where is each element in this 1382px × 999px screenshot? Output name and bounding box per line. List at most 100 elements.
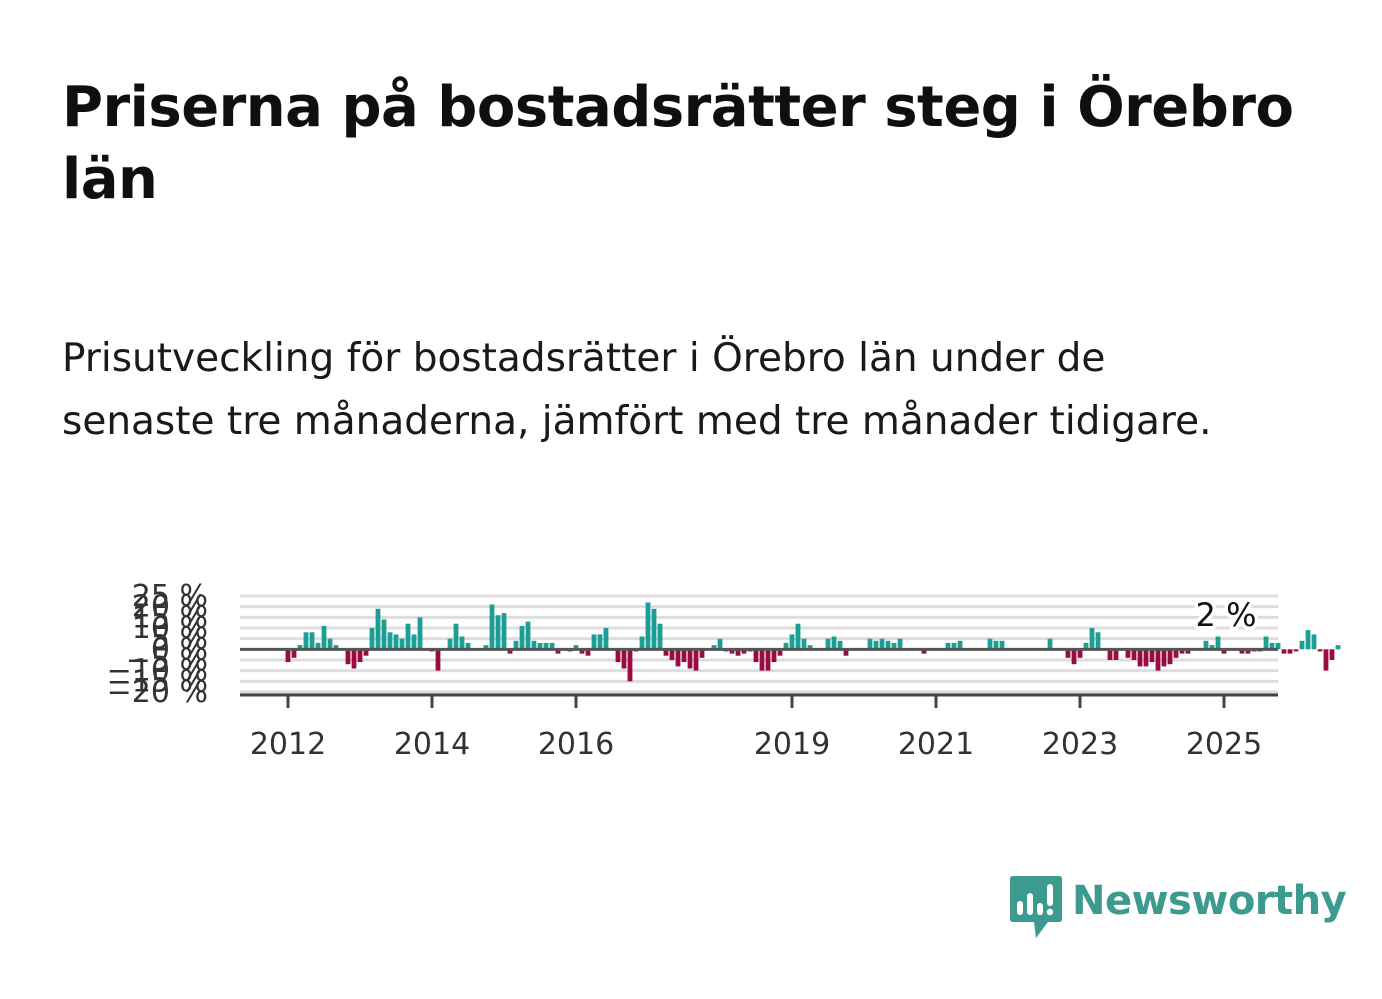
bar <box>717 638 723 650</box>
bar <box>417 617 423 650</box>
bar <box>663 649 669 656</box>
bar <box>1089 628 1095 650</box>
bar <box>1107 649 1113 660</box>
bar <box>1161 649 1167 667</box>
bar <box>1113 649 1119 660</box>
bar <box>1221 649 1227 654</box>
bar <box>1179 649 1185 654</box>
bar <box>435 649 441 671</box>
bars <box>285 602 1341 682</box>
bar <box>837 640 843 650</box>
bar <box>693 649 699 671</box>
bar <box>879 638 885 650</box>
bar <box>285 649 291 663</box>
bar <box>885 640 891 650</box>
bar <box>351 649 357 669</box>
bar <box>897 638 903 650</box>
bar <box>405 623 411 650</box>
bar <box>381 619 387 650</box>
bar <box>291 649 297 658</box>
y-tick-label: −10 % <box>107 654 208 689</box>
bar <box>921 649 927 654</box>
bar <box>549 642 555 650</box>
bar <box>681 649 687 663</box>
chart-subtitle: Prisutveckling för bostadsrätter i Örebr… <box>62 336 1212 444</box>
bar <box>579 649 585 654</box>
bar <box>1245 649 1251 654</box>
bar <box>387 632 393 650</box>
bar <box>1077 649 1083 658</box>
last-value-label: 2 % <box>1196 596 1257 634</box>
bar <box>501 613 507 650</box>
bar <box>753 649 759 663</box>
bar <box>1095 632 1101 650</box>
bar <box>447 638 453 650</box>
x-tick-label: 2023 <box>1042 727 1118 762</box>
bar <box>573 645 579 650</box>
bar <box>1209 645 1215 650</box>
bar <box>591 634 597 650</box>
bar <box>483 645 489 650</box>
bar <box>675 649 681 667</box>
bar <box>585 649 591 656</box>
bar <box>825 638 831 650</box>
y-tick-label: 0 % <box>151 632 208 667</box>
x-tick-label: 2012 <box>250 727 326 762</box>
bar <box>531 640 537 650</box>
bar <box>465 642 471 650</box>
bar <box>489 604 495 650</box>
bar <box>729 649 735 654</box>
bar <box>843 649 849 656</box>
bar <box>1323 649 1329 671</box>
bar <box>453 623 459 650</box>
bar <box>537 642 543 650</box>
x-tick-label: 2021 <box>898 727 974 762</box>
bar <box>357 649 363 663</box>
bar <box>615 649 621 663</box>
bar <box>1305 630 1311 650</box>
brand-name: Newsworthy <box>1072 878 1347 924</box>
y-tick-label: −15 % <box>107 664 208 699</box>
bar <box>363 649 369 656</box>
bar <box>759 649 765 671</box>
bar <box>1167 649 1173 665</box>
bar <box>957 640 963 650</box>
y-tick-label: 15 % <box>132 600 208 635</box>
bar <box>297 645 303 650</box>
y-tick-label: −5 % <box>126 643 208 678</box>
y-tick-label: 10 % <box>132 611 208 646</box>
bar <box>1143 649 1149 667</box>
bar <box>687 649 693 669</box>
bar <box>495 615 501 650</box>
bar <box>1293 649 1299 652</box>
bar <box>303 632 309 650</box>
bar <box>783 642 789 650</box>
bar <box>1329 649 1335 660</box>
bar <box>507 649 513 654</box>
bar <box>795 623 801 650</box>
bar <box>1263 636 1269 650</box>
bar <box>1287 649 1293 654</box>
bar <box>393 634 399 650</box>
bar <box>519 625 525 650</box>
bar <box>1275 642 1281 650</box>
bar <box>699 649 705 658</box>
newsworthy-logo: Newsworthy <box>1010 876 1347 940</box>
bar <box>627 649 633 682</box>
bar <box>1311 634 1317 650</box>
bar <box>513 640 519 650</box>
y-tick-label: 20 % <box>132 590 208 625</box>
bar <box>807 645 813 650</box>
bar <box>411 634 417 650</box>
bar <box>621 649 627 669</box>
x-tick-label: 2025 <box>1186 727 1262 762</box>
bar <box>1335 645 1341 650</box>
bar <box>867 638 873 650</box>
bar <box>741 649 747 654</box>
bar <box>735 649 741 656</box>
bar <box>1137 649 1143 667</box>
bar <box>1299 640 1305 650</box>
bar-chart-speech-bubble-icon <box>1010 876 1062 938</box>
bar <box>1047 638 1053 650</box>
